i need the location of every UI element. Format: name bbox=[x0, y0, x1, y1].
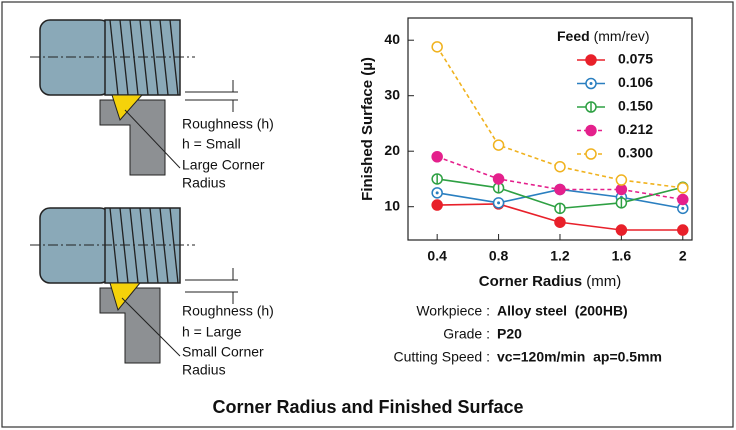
legend-label: 0.106 bbox=[618, 74, 653, 90]
condition-value: vc=120m/min ap=0.5mm bbox=[497, 349, 662, 365]
label: Radius bbox=[182, 175, 226, 191]
point bbox=[677, 193, 689, 206]
point bbox=[615, 224, 628, 236]
caption: Corner Radius and Finished Surface bbox=[212, 397, 523, 417]
y-tick-label: 20 bbox=[384, 142, 400, 158]
point bbox=[615, 183, 628, 196]
x-tick-label: 1.6 bbox=[612, 248, 632, 264]
legend-marker bbox=[585, 148, 597, 160]
series-line bbox=[436, 46, 683, 189]
leader bbox=[121, 297, 181, 357]
legend-title-text: Feed bbox=[557, 28, 590, 44]
legend-unit: (mm/rev) bbox=[594, 28, 650, 44]
legend-label: 0.300 bbox=[618, 145, 653, 161]
point-dot bbox=[435, 191, 439, 195]
condition-value: P20 bbox=[497, 326, 522, 342]
legend-marker-dot bbox=[589, 82, 593, 85]
x-tick-label: 0.4 bbox=[427, 248, 447, 264]
label: h = Large bbox=[182, 324, 242, 340]
point bbox=[615, 174, 628, 186]
point bbox=[677, 224, 689, 236]
legend-marker bbox=[585, 54, 597, 66]
leader bbox=[124, 109, 181, 169]
insert bbox=[109, 282, 142, 312]
label: Small Corner bbox=[182, 344, 264, 360]
holder bbox=[99, 99, 166, 176]
point bbox=[431, 151, 443, 163]
y-tick-label: 30 bbox=[384, 86, 400, 102]
legend-label: 0.150 bbox=[618, 98, 653, 114]
diagram-1: Roughness (h) h = Small Large Corner Rad… bbox=[30, 19, 274, 191]
plot-frame bbox=[407, 17, 693, 241]
point bbox=[554, 160, 566, 173]
y-tick-label: 40 bbox=[384, 31, 400, 47]
point bbox=[554, 183, 566, 196]
y-tick-label: 10 bbox=[384, 197, 400, 213]
diagram-2: Roughness (h) h = Large Small Corner Rad… bbox=[30, 207, 274, 378]
condition-label: Workpiece : bbox=[416, 303, 490, 319]
legend-title: Feed (mm/rev) bbox=[557, 28, 650, 44]
x-axis-unit: (mm) bbox=[586, 273, 621, 290]
legend-label: 0.212 bbox=[618, 121, 653, 137]
x-axis-label: Corner Radius (mm) bbox=[479, 273, 622, 290]
dimension bbox=[185, 268, 238, 304]
condition-label: Grade : bbox=[443, 326, 490, 342]
x-axis-title: Corner Radius bbox=[479, 273, 582, 290]
legend-marker bbox=[585, 124, 597, 137]
point-dot bbox=[681, 206, 685, 210]
label: Roughness (h) bbox=[182, 303, 274, 319]
label: h = Small bbox=[182, 136, 241, 152]
label: Roughness (h) bbox=[182, 116, 274, 132]
x-tick-label: 2 bbox=[679, 248, 687, 264]
label: Large Corner bbox=[182, 157, 265, 173]
point bbox=[492, 173, 505, 185]
dimension bbox=[185, 80, 238, 112]
point bbox=[554, 216, 566, 228]
condition-value: Alloy steel (200HB) bbox=[497, 303, 628, 319]
holder bbox=[99, 287, 161, 364]
point bbox=[431, 199, 443, 211]
legend-label: 0.075 bbox=[618, 51, 653, 67]
label: Radius bbox=[182, 362, 226, 378]
condition-label: Cutting Speed : bbox=[393, 349, 490, 365]
point-dot bbox=[497, 201, 501, 205]
x-tick-label: 0.8 bbox=[489, 248, 509, 264]
point bbox=[677, 182, 689, 194]
x-tick-label: 1.2 bbox=[550, 248, 570, 264]
y-axis-label: Finished Surface (µ) bbox=[359, 57, 376, 201]
point bbox=[431, 41, 443, 53]
insert bbox=[111, 94, 144, 121]
point bbox=[492, 139, 505, 151]
